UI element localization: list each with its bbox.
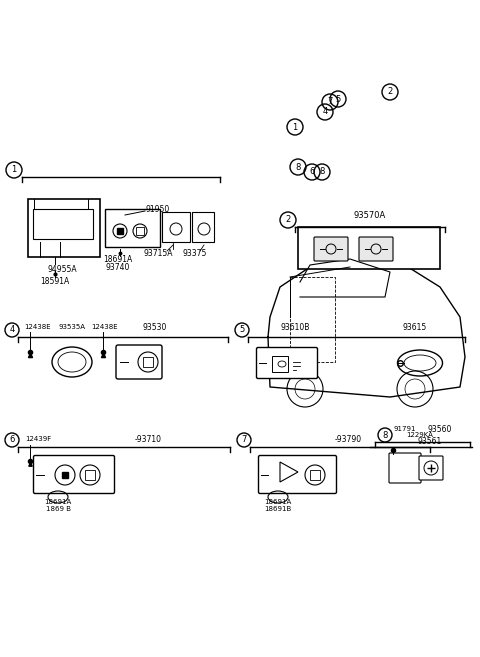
Text: 93615: 93615 <box>403 323 427 332</box>
Text: 6: 6 <box>9 436 15 445</box>
Text: 4: 4 <box>10 325 14 334</box>
FancyBboxPatch shape <box>359 237 393 261</box>
Text: 18691A: 18691A <box>44 499 72 505</box>
Text: 18691B: 18691B <box>264 506 292 512</box>
Text: 91950: 91950 <box>146 204 170 214</box>
Text: 12439F: 12439F <box>25 436 51 442</box>
Text: 1229KA: 1229KA <box>407 432 433 438</box>
Text: 93740: 93740 <box>106 263 130 271</box>
Text: 5: 5 <box>240 325 245 334</box>
Text: 1869 B: 1869 B <box>46 506 71 512</box>
Text: 8: 8 <box>295 162 300 171</box>
FancyBboxPatch shape <box>192 212 214 242</box>
Text: 2: 2 <box>286 215 290 225</box>
Text: 12438E: 12438E <box>92 324 118 330</box>
FancyBboxPatch shape <box>116 345 162 379</box>
Text: 1: 1 <box>12 166 17 175</box>
FancyBboxPatch shape <box>28 199 100 257</box>
Text: -93790: -93790 <box>335 434 361 443</box>
Bar <box>290 277 335 362</box>
Text: 93535A: 93535A <box>59 324 85 330</box>
Text: 93610B: 93610B <box>280 323 310 332</box>
FancyBboxPatch shape <box>389 453 421 483</box>
Text: 94955A: 94955A <box>47 265 77 273</box>
Text: 18591A: 18591A <box>40 277 70 286</box>
Text: 4: 4 <box>323 108 328 116</box>
Text: 18691A: 18691A <box>264 499 292 505</box>
Text: 7: 7 <box>327 97 333 106</box>
FancyBboxPatch shape <box>259 455 336 493</box>
Text: -93710: -93710 <box>134 434 161 443</box>
FancyBboxPatch shape <box>33 209 93 239</box>
FancyBboxPatch shape <box>310 470 320 480</box>
FancyBboxPatch shape <box>85 470 95 480</box>
Text: 7: 7 <box>241 436 247 445</box>
FancyBboxPatch shape <box>272 356 288 372</box>
FancyBboxPatch shape <box>136 227 144 235</box>
Text: 18691A: 18691A <box>103 256 132 265</box>
Text: 8: 8 <box>382 430 388 440</box>
Text: 93570A: 93570A <box>354 210 386 219</box>
Text: 93530: 93530 <box>143 323 167 332</box>
Text: 93560: 93560 <box>428 424 452 434</box>
FancyBboxPatch shape <box>298 227 440 269</box>
Text: 93715A: 93715A <box>143 250 173 258</box>
FancyBboxPatch shape <box>419 456 443 480</box>
Text: 5: 5 <box>336 95 341 104</box>
FancyBboxPatch shape <box>162 212 190 242</box>
Text: 8: 8 <box>319 168 324 177</box>
FancyBboxPatch shape <box>256 348 317 378</box>
FancyBboxPatch shape <box>105 209 160 247</box>
FancyBboxPatch shape <box>314 237 348 261</box>
Text: 12438E: 12438E <box>24 324 51 330</box>
FancyBboxPatch shape <box>34 455 115 493</box>
Text: 91791: 91791 <box>394 426 416 432</box>
Text: 1: 1 <box>292 122 298 131</box>
Text: 6: 6 <box>309 168 315 177</box>
Text: 2: 2 <box>387 87 393 97</box>
Text: 93561: 93561 <box>418 436 442 445</box>
FancyBboxPatch shape <box>143 357 153 367</box>
Text: 93375: 93375 <box>183 250 207 258</box>
